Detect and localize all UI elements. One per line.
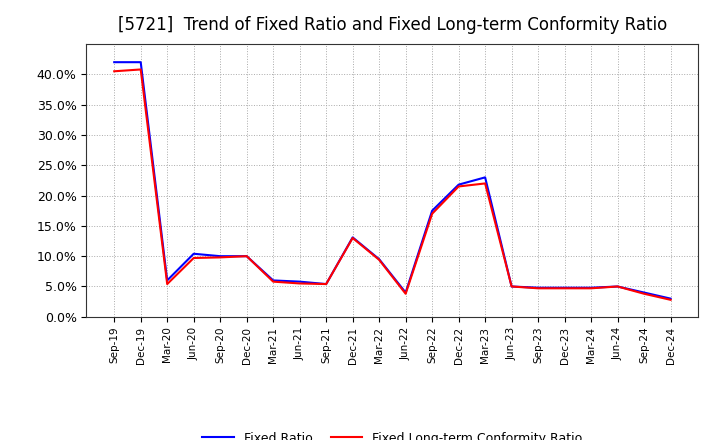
Fixed Ratio [454,182,463,187]
Line: Fixed Long-term Conformity Ratio: Fixed Long-term Conformity Ratio [114,70,670,300]
Fixed Long-term Conformity Ratio [243,253,251,259]
Fixed Ratio [613,284,622,289]
Fixed Ratio [243,253,251,259]
Fixed Ratio [481,175,490,180]
Fixed Ratio [534,285,542,290]
Fixed Long-term Conformity Ratio [375,257,384,262]
Fixed Long-term Conformity Ratio [163,282,171,287]
Fixed Ratio [136,59,145,65]
Fixed Ratio [560,285,569,290]
Fixed Long-term Conformity Ratio [110,69,119,74]
Fixed Ratio [322,282,330,287]
Fixed Long-term Conformity Ratio [348,235,357,241]
Fixed Ratio [587,285,595,290]
Fixed Ratio [401,290,410,295]
Fixed Long-term Conformity Ratio [401,291,410,297]
Fixed Ratio [110,59,119,65]
Fixed Long-term Conformity Ratio [269,279,277,284]
Legend: Fixed Ratio, Fixed Long-term Conformity Ratio: Fixed Ratio, Fixed Long-term Conformity … [197,427,588,440]
Fixed Long-term Conformity Ratio [666,297,675,302]
Fixed Long-term Conformity Ratio [189,255,198,260]
Fixed Long-term Conformity Ratio [481,181,490,186]
Fixed Ratio [216,253,225,259]
Fixed Long-term Conformity Ratio [534,286,542,291]
Fixed Long-term Conformity Ratio [295,281,304,286]
Title: [5721]  Trend of Fixed Ratio and Fixed Long-term Conformity Ratio: [5721] Trend of Fixed Ratio and Fixed Lo… [118,16,667,34]
Fixed Long-term Conformity Ratio [508,284,516,289]
Fixed Ratio [508,284,516,289]
Fixed Long-term Conformity Ratio [136,67,145,72]
Fixed Ratio [269,278,277,283]
Fixed Long-term Conformity Ratio [322,282,330,287]
Fixed Long-term Conformity Ratio [216,255,225,260]
Fixed Long-term Conformity Ratio [454,184,463,189]
Fixed Long-term Conformity Ratio [428,211,436,216]
Fixed Ratio [666,296,675,301]
Fixed Ratio [375,257,384,262]
Line: Fixed Ratio: Fixed Ratio [114,62,670,299]
Fixed Ratio [640,290,649,295]
Fixed Long-term Conformity Ratio [640,291,649,297]
Fixed Ratio [189,251,198,257]
Fixed Ratio [163,278,171,283]
Fixed Long-term Conformity Ratio [587,286,595,291]
Fixed Ratio [295,279,304,284]
Fixed Long-term Conformity Ratio [560,286,569,291]
Fixed Long-term Conformity Ratio [613,284,622,289]
Fixed Ratio [348,235,357,240]
Fixed Ratio [428,208,436,213]
